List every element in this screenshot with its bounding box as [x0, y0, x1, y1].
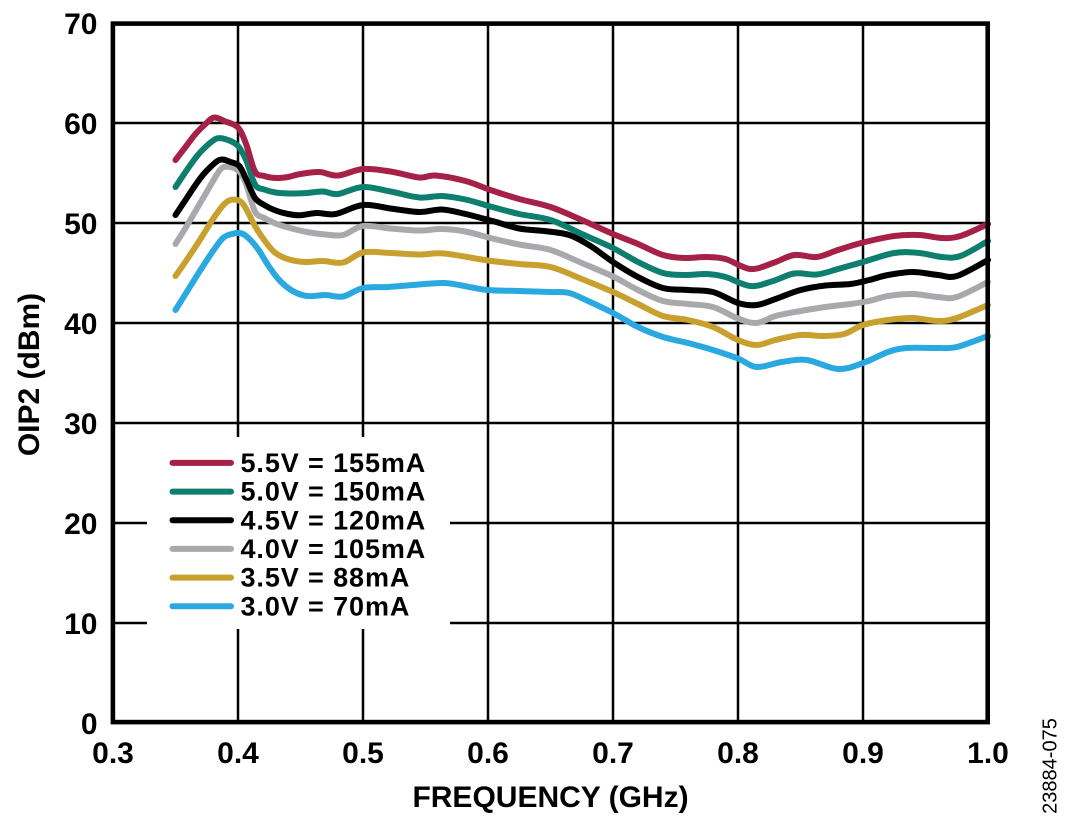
svg-text:3.0V = 70mA: 3.0V = 70mA	[241, 591, 411, 621]
svg-text:FREQUENCY (GHz): FREQUENCY (GHz)	[412, 781, 688, 814]
svg-text:3.5V = 88mA: 3.5V = 88mA	[241, 563, 411, 593]
svg-text:0: 0	[81, 708, 98, 741]
svg-text:5.5V = 155mA: 5.5V = 155mA	[241, 448, 427, 478]
svg-text:23884-075: 23884-075	[1039, 718, 1061, 814]
svg-text:30: 30	[64, 408, 97, 441]
svg-text:20: 20	[64, 508, 97, 541]
svg-text:0.8: 0.8	[717, 737, 759, 770]
svg-text:0.5: 0.5	[342, 737, 384, 770]
svg-text:60: 60	[64, 108, 97, 141]
svg-text:5.0V = 150mA: 5.0V = 150mA	[241, 477, 427, 507]
svg-text:0.9: 0.9	[842, 737, 884, 770]
svg-text:40: 40	[64, 308, 97, 341]
svg-text:0.6: 0.6	[467, 737, 509, 770]
svg-text:1.0: 1.0	[967, 737, 1009, 770]
svg-text:0.7: 0.7	[592, 737, 634, 770]
svg-text:50: 50	[64, 208, 97, 241]
svg-text:0.4: 0.4	[217, 737, 259, 770]
svg-text:OIP2 (dBm): OIP2 (dBm)	[13, 293, 46, 456]
svg-text:4.5V = 120mA: 4.5V = 120mA	[241, 505, 427, 535]
svg-text:10: 10	[64, 608, 97, 641]
svg-text:4.0V = 105mA: 4.0V = 105mA	[241, 534, 427, 564]
svg-text:0.3: 0.3	[92, 737, 134, 770]
svg-text:70: 70	[64, 8, 97, 41]
